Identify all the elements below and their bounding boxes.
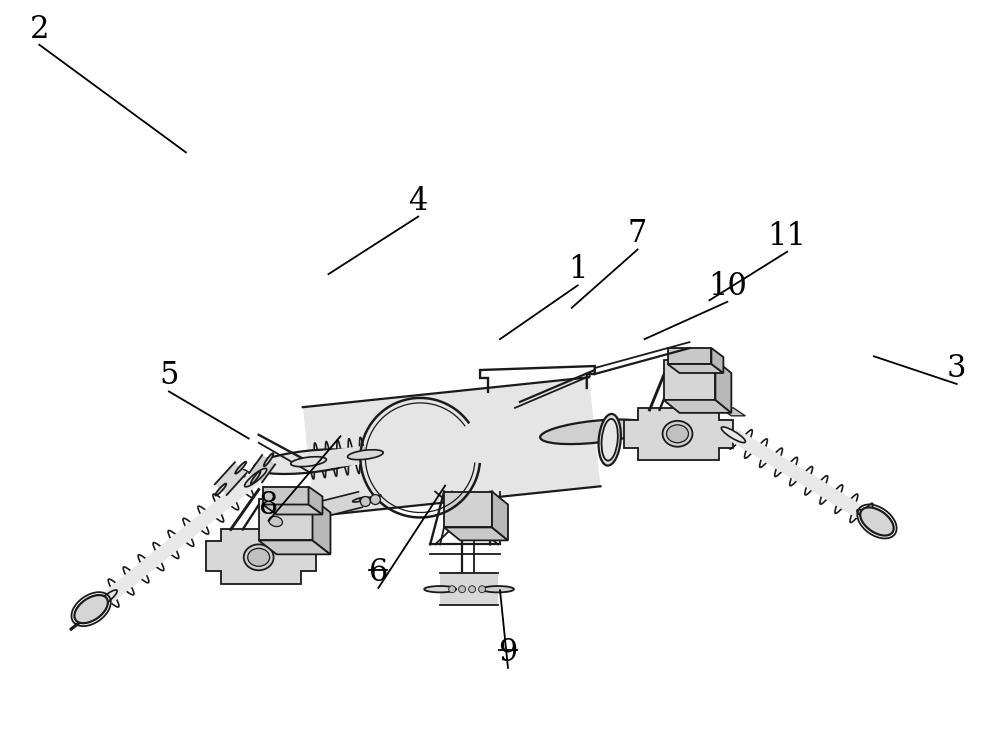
Ellipse shape <box>860 507 894 536</box>
Polygon shape <box>206 530 316 584</box>
Circle shape <box>449 586 456 592</box>
Ellipse shape <box>248 548 270 566</box>
Circle shape <box>370 494 380 505</box>
Polygon shape <box>215 462 247 495</box>
Polygon shape <box>259 541 330 554</box>
Text: 3: 3 <box>947 353 966 384</box>
Circle shape <box>469 586 476 592</box>
Ellipse shape <box>273 517 288 522</box>
Ellipse shape <box>540 419 649 444</box>
Ellipse shape <box>235 462 246 474</box>
Ellipse shape <box>667 424 688 442</box>
Text: 2: 2 <box>30 13 49 45</box>
Ellipse shape <box>482 586 514 592</box>
Ellipse shape <box>95 590 117 608</box>
Ellipse shape <box>353 497 368 502</box>
Text: 4: 4 <box>409 185 428 217</box>
Ellipse shape <box>599 414 621 466</box>
Polygon shape <box>715 360 731 413</box>
Text: 9: 9 <box>498 637 518 668</box>
Polygon shape <box>668 364 723 373</box>
Ellipse shape <box>721 427 745 442</box>
Polygon shape <box>664 360 715 400</box>
Ellipse shape <box>267 512 290 530</box>
Ellipse shape <box>269 516 282 526</box>
Circle shape <box>360 496 370 506</box>
Circle shape <box>459 586 466 592</box>
Text: 1: 1 <box>568 254 588 285</box>
Polygon shape <box>279 492 362 527</box>
Ellipse shape <box>244 544 274 570</box>
Polygon shape <box>249 455 275 482</box>
Polygon shape <box>730 429 873 524</box>
Ellipse shape <box>251 471 261 484</box>
Ellipse shape <box>264 453 273 466</box>
Polygon shape <box>711 348 723 373</box>
Polygon shape <box>492 491 508 541</box>
Text: 5: 5 <box>159 361 179 392</box>
Ellipse shape <box>254 449 363 474</box>
Ellipse shape <box>291 457 326 466</box>
Polygon shape <box>259 499 313 541</box>
Polygon shape <box>444 527 508 541</box>
Ellipse shape <box>424 586 456 592</box>
Ellipse shape <box>602 419 618 460</box>
Circle shape <box>479 586 486 592</box>
Polygon shape <box>664 400 731 412</box>
Polygon shape <box>303 377 600 516</box>
Ellipse shape <box>74 595 108 623</box>
Text: 8: 8 <box>259 490 278 520</box>
Polygon shape <box>440 573 498 605</box>
Ellipse shape <box>857 509 881 525</box>
Text: 10: 10 <box>708 271 747 302</box>
Ellipse shape <box>245 469 267 487</box>
Text: 6: 6 <box>369 557 388 588</box>
Ellipse shape <box>663 421 692 447</box>
Polygon shape <box>309 487 322 514</box>
Polygon shape <box>668 348 711 364</box>
Polygon shape <box>313 499 330 554</box>
Polygon shape <box>263 487 309 505</box>
Text: 11: 11 <box>768 220 807 252</box>
Ellipse shape <box>215 484 226 496</box>
Polygon shape <box>102 472 260 604</box>
Polygon shape <box>307 446 366 470</box>
Polygon shape <box>301 530 327 538</box>
Polygon shape <box>624 408 733 460</box>
Ellipse shape <box>348 450 383 460</box>
Text: 7: 7 <box>628 218 647 250</box>
Polygon shape <box>719 408 745 416</box>
Polygon shape <box>263 505 322 515</box>
Polygon shape <box>444 491 492 527</box>
